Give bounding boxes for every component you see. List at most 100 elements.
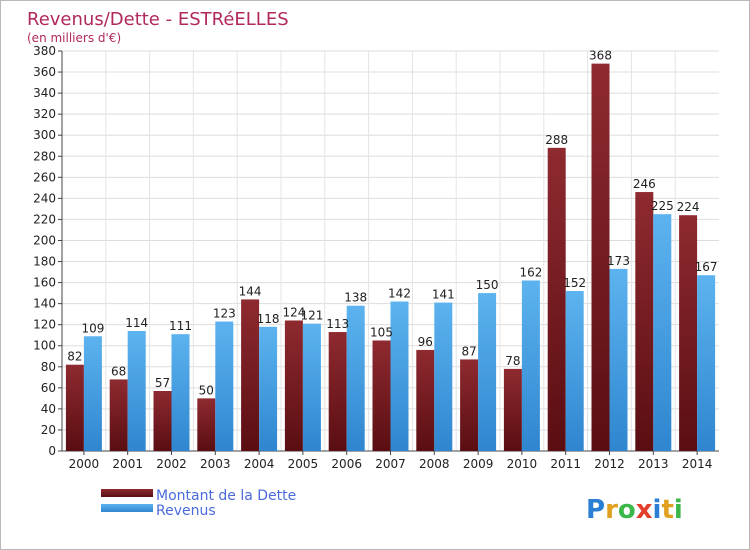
bar-debt-2003 (197, 398, 216, 451)
y-tick-label-360: 360 (33, 65, 56, 79)
x-tick-label-2012: 2012 (594, 457, 625, 471)
x-tick-label-2004: 2004 (244, 457, 275, 471)
y-tick-label-200: 200 (33, 233, 56, 247)
y-tick-label-60: 60 (41, 381, 56, 395)
data-label-revenue-2000: 109 (81, 321, 104, 335)
x-tick-label-2013: 2013 (638, 457, 669, 471)
bar-debt-2008 (416, 349, 435, 451)
legend-label-debt: Montant de la Dette (156, 488, 296, 504)
x-tick-label-2007: 2007 (375, 457, 406, 471)
bar-revenue-2006 (346, 305, 365, 451)
data-label-revenue-2005: 121 (300, 309, 323, 323)
bar-debt-2002 (153, 391, 172, 451)
x-tick-label-2008: 2008 (419, 457, 450, 471)
bar-debt-2001 (109, 379, 128, 451)
data-label-revenue-2007: 142 (388, 287, 411, 301)
data-label-debt-2003: 50 (199, 383, 214, 397)
bar-debt-2007 (372, 340, 391, 451)
x-tick-label-2005: 2005 (288, 457, 319, 471)
data-label-debt-2004: 144 (239, 284, 262, 298)
y-tick-label-100: 100 (33, 339, 56, 353)
bar-debt-2004 (241, 299, 260, 451)
bar-revenue-2002 (171, 334, 190, 451)
y-tick-label-280: 280 (33, 149, 56, 163)
data-label-debt-2005: 124 (282, 305, 305, 319)
data-label-revenue-2011: 152 (563, 276, 586, 290)
legend: Montant de la Dette Revenus (101, 488, 296, 519)
data-label-revenue-2010: 162 (519, 265, 542, 279)
legend-swatch-revenue (101, 504, 153, 512)
data-label-debt-2002: 57 (155, 376, 170, 390)
bar-revenue-2005 (302, 323, 321, 451)
y-tick-label-140: 140 (33, 297, 56, 311)
x-tick-label-2014: 2014 (682, 457, 713, 471)
bar-revenue-2011 (565, 291, 584, 451)
bar-debt-2013 (635, 192, 654, 452)
data-labels: 82 68 57 50 144 124 113 105 96 87 78 288 368 246 224 10… (67, 49, 717, 398)
bar-revenue-2000 (83, 336, 102, 451)
data-label-revenue-2001: 114 (125, 316, 148, 330)
data-label-revenue-2008: 141 (432, 288, 455, 302)
bar-revenue-2004 (259, 326, 278, 451)
bar-debt-2012 (591, 63, 610, 451)
proxiti-logo: Proxiti (586, 495, 683, 525)
data-label-revenue-2006: 138 (344, 291, 367, 305)
y-tick-label-380: 380 (33, 44, 56, 58)
x-tick-label-2002: 2002 (156, 457, 187, 471)
y-tick-label-340: 340 (33, 86, 56, 100)
y-tick-label-20: 20 (41, 423, 56, 437)
bar-debt-2000 (65, 364, 84, 451)
data-label-debt-2012: 368 (589, 49, 612, 63)
data-label-debt-2009: 87 (461, 344, 476, 358)
y-tick-label-180: 180 (33, 255, 56, 269)
y-tick-label-0: 0 (48, 444, 56, 458)
y-tick-label-220: 220 (33, 212, 56, 226)
bar-revenue-2014 (697, 275, 716, 451)
logo-text: Proxiti (586, 495, 683, 525)
bar-debt-2005 (284, 320, 303, 451)
data-label-debt-2000: 82 (67, 350, 82, 364)
bar-revenue-2008 (434, 302, 453, 451)
x-tick-label-2003: 2003 (200, 457, 231, 471)
bar-debt-2009 (460, 359, 479, 451)
y-tick-label-160: 160 (33, 276, 56, 290)
data-label-debt-2007: 105 (370, 325, 393, 339)
bars (65, 63, 716, 452)
chart-subtitle: (en milliers d'€) (27, 31, 121, 45)
legend-swatch-debt (101, 489, 153, 497)
y-tick-label-120: 120 (33, 318, 56, 332)
data-label-revenue-2014: 167 (695, 260, 718, 274)
bar-revenue-2013 (653, 214, 672, 451)
bar-revenue-2009 (478, 293, 497, 451)
y-tick-label-80: 80 (41, 360, 56, 374)
bar-revenue-2007 (390, 301, 409, 451)
data-label-revenue-2012: 173 (607, 254, 630, 268)
data-label-debt-2011: 288 (545, 133, 568, 147)
data-label-debt-2001: 68 (111, 364, 126, 378)
data-label-debt-2010: 78 (505, 354, 520, 368)
x-tick-label-2010: 2010 (507, 457, 538, 471)
legend-item-debt: Montant de la Dette (101, 488, 296, 504)
data-label-revenue-2003: 123 (213, 307, 236, 321)
bar-revenue-2010 (521, 280, 540, 451)
bar-revenue-2001 (127, 331, 146, 451)
y-tick-label-260: 260 (33, 170, 56, 184)
data-label-debt-2014: 224 (677, 200, 700, 214)
x-tick-label-2001: 2001 (112, 457, 143, 471)
chart-title: Revenus/Dette - ESTRéELLES (27, 9, 289, 30)
x-tick-label-2009: 2009 (463, 457, 494, 471)
bar-debt-2006 (328, 332, 347, 451)
legend-label-revenue: Revenus (156, 503, 216, 519)
data-label-debt-2013: 246 (633, 177, 656, 191)
bar-debt-2011 (547, 147, 566, 451)
legend-item-revenue: Revenus (101, 503, 216, 519)
bar-debt-2010 (503, 368, 522, 451)
x-tick-label-2011: 2011 (550, 457, 581, 471)
x-tick-label-2000: 2000 (69, 457, 100, 471)
data-label-revenue-2013: 225 (651, 199, 674, 213)
x-tick-label-2006: 2006 (331, 457, 362, 471)
data-label-revenue-2009: 150 (476, 278, 499, 292)
y-tick-label-320: 320 (33, 107, 56, 121)
